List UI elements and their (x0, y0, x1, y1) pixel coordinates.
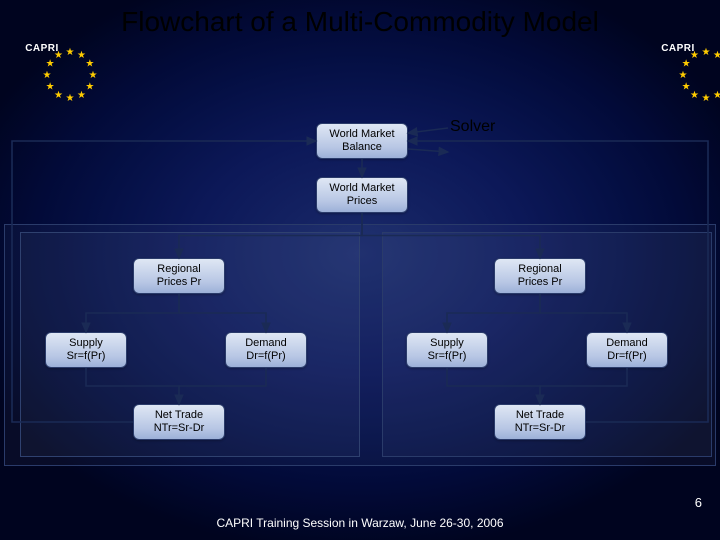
capri-logo-label: CAPRI (661, 43, 695, 54)
node-dem_r: Demand Dr=f(Pr) (586, 332, 668, 368)
node-dem_l: Demand Dr=f(Pr) (225, 332, 307, 368)
node-nt_r: Net Trade NTr=Sr-Dr (494, 404, 586, 440)
capri-logo-right: ★★★★★★★★★★★★ CAPRI (650, 20, 706, 76)
node-sup_r: Supply Sr=f(Pr) (406, 332, 488, 368)
node-wmp: World Market Prices (316, 177, 408, 213)
node-rp_l: Regional Prices Pr (133, 258, 225, 294)
solver-label: Solver (450, 118, 495, 136)
footer-text: CAPRI Training Session in Warzaw, June 2… (0, 516, 720, 530)
node-rp_r: Regional Prices Pr (494, 258, 586, 294)
page-title: Flowchart of a Multi-Commodity Model (0, 6, 720, 38)
slide-number: 6 (695, 495, 702, 510)
node-sup_l: Supply Sr=f(Pr) (45, 332, 127, 368)
node-nt_l: Net Trade NTr=Sr-Dr (133, 404, 225, 440)
capri-logo-left: ★★★★★★★★★★★★ CAPRI (14, 20, 70, 76)
capri-logo-label: CAPRI (25, 43, 59, 54)
node-wmb: World Market Balance (316, 123, 408, 159)
